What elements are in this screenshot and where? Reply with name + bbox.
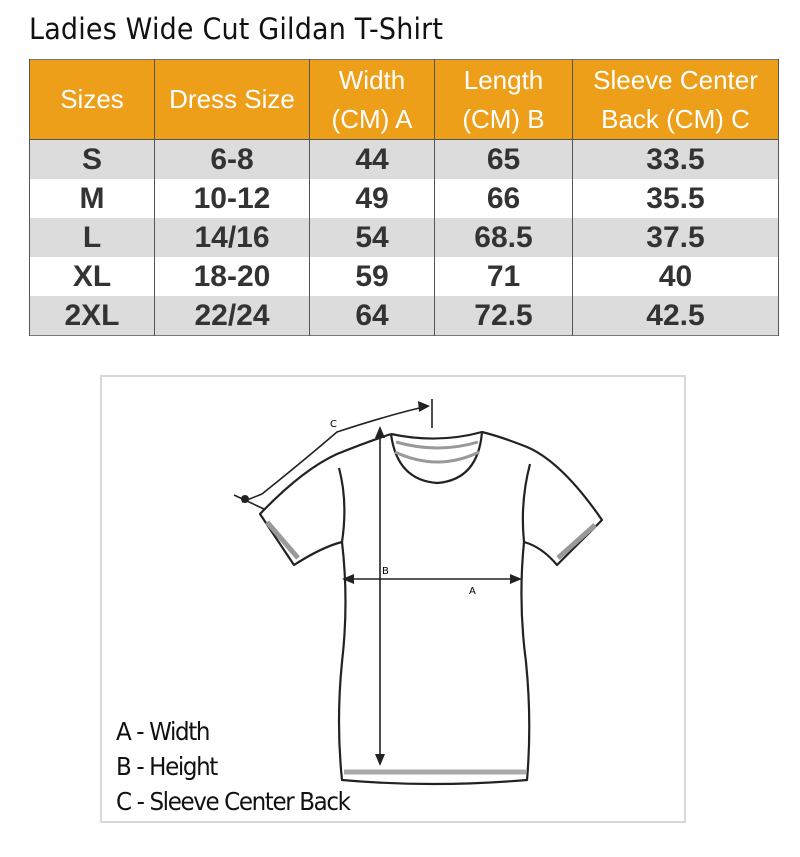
table-row: XL 18-20 59 71 40 bbox=[29, 257, 779, 296]
cell-dress-size: 10-12 bbox=[154, 179, 310, 218]
cell-dress-size: 14/16 bbox=[154, 218, 310, 257]
cell-size: XL bbox=[29, 257, 155, 296]
tshirt-illustration: B A C bbox=[233, 399, 604, 786]
tshirt-measurement-diagram: B A C A - Width B - Height C - Sleeve Ce… bbox=[100, 375, 686, 823]
cell-length: 71 bbox=[434, 257, 573, 296]
table-row: S 6-8 44 65 33.5 bbox=[29, 139, 779, 179]
header-length: Length (CM) B bbox=[434, 59, 573, 140]
cell-sleeve: 35.5 bbox=[572, 179, 779, 218]
table-row: 2XL 22/24 64 72.5 42.5 bbox=[29, 296, 779, 336]
cell-size: 2XL bbox=[29, 296, 155, 336]
neckline bbox=[389, 430, 484, 485]
cell-dress-size: 6-8 bbox=[154, 139, 310, 179]
header-width: Width (CM) A bbox=[309, 59, 435, 140]
cell-sleeve: 40 bbox=[572, 257, 779, 296]
header-dress-size: Dress Size bbox=[154, 59, 310, 140]
cell-sleeve: 37.5 bbox=[572, 218, 779, 257]
cell-width: 54 bbox=[309, 218, 435, 257]
cell-dress-size: 18-20 bbox=[154, 257, 310, 296]
table-row: L 14/16 54 68.5 37.5 bbox=[29, 218, 779, 257]
cell-width: 59 bbox=[309, 257, 435, 296]
cell-width: 49 bbox=[309, 179, 435, 218]
cell-dress-size: 22/24 bbox=[154, 296, 310, 336]
legend-sleeve: C - Sleeve Center Back bbox=[116, 787, 351, 816]
cell-width: 64 bbox=[309, 296, 435, 336]
header-sizes: Sizes bbox=[29, 59, 155, 140]
page-title: Ladies Wide Cut Gildan T-Shirt bbox=[29, 12, 444, 46]
marker-a: A bbox=[469, 586, 476, 597]
size-chart-table: Sizes Dress Size Width (CM) A Length (CM… bbox=[29, 59, 779, 336]
marker-b: B bbox=[382, 566, 389, 577]
cell-length: 66 bbox=[434, 179, 573, 218]
shirt-outline bbox=[258, 430, 604, 786]
table-row: M 10-12 49 66 35.5 bbox=[29, 179, 779, 218]
table-header-row: Sizes Dress Size Width (CM) A Length (CM… bbox=[29, 59, 779, 140]
legend-height: B - Height bbox=[116, 752, 218, 781]
marker-c: C bbox=[330, 419, 337, 430]
cell-size: M bbox=[29, 179, 155, 218]
cell-sleeve: 42.5 bbox=[572, 296, 779, 336]
cell-length: 68.5 bbox=[434, 218, 573, 257]
legend-width: A - Width bbox=[116, 717, 210, 746]
cell-size: S bbox=[29, 139, 155, 179]
header-sleeve: Sleeve Center Back (CM) C bbox=[572, 59, 779, 140]
cell-width: 44 bbox=[309, 139, 435, 179]
cell-size: L bbox=[29, 218, 155, 257]
cell-length: 72.5 bbox=[434, 296, 573, 336]
cell-sleeve: 33.5 bbox=[572, 139, 779, 179]
cell-length: 65 bbox=[434, 139, 573, 179]
